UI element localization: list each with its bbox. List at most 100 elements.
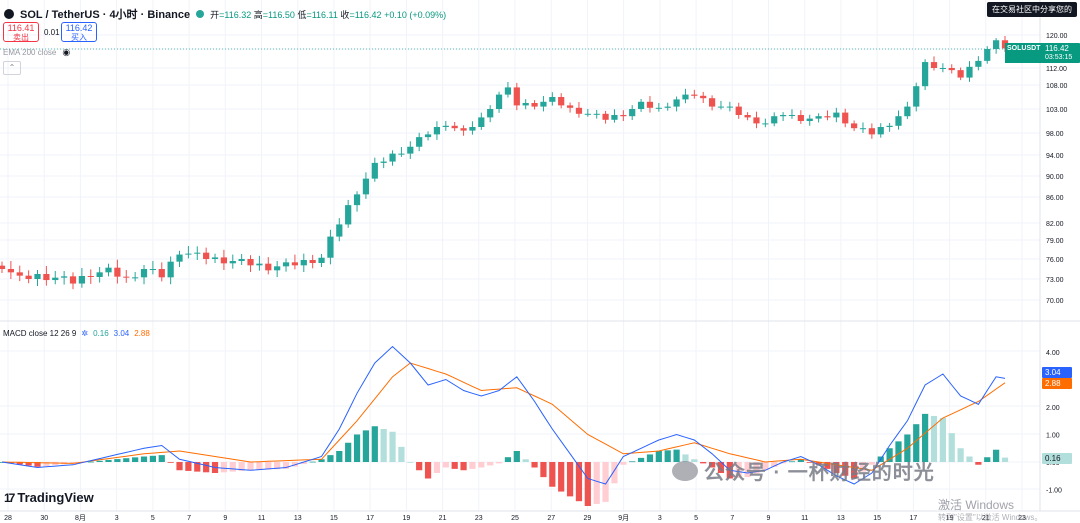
tradingview-logo[interactable]: 17 TradingView bbox=[4, 490, 94, 505]
histogram-bar bbox=[194, 462, 201, 472]
histogram-bar bbox=[495, 462, 503, 464]
price-tick-label: 73.00 bbox=[1046, 277, 1064, 284]
spread-value: 0.01 bbox=[44, 28, 60, 37]
macd-tick-label: 2.00 bbox=[1046, 405, 1060, 412]
macd-line bbox=[1, 345, 1006, 485]
candle-body bbox=[34, 274, 41, 279]
sell-button[interactable]: 116.41 卖出 bbox=[3, 22, 39, 42]
histogram-bar bbox=[229, 462, 236, 472]
histogram-bar bbox=[593, 462, 600, 504]
candle-body bbox=[265, 263, 272, 271]
signal-value: 2.88 bbox=[134, 329, 150, 338]
histogram-bar bbox=[185, 462, 192, 471]
histogram-bar bbox=[842, 462, 849, 476]
candle-body bbox=[717, 106, 725, 108]
candle-body bbox=[735, 106, 742, 115]
histogram-bar bbox=[558, 462, 565, 492]
histogram-bar bbox=[886, 448, 893, 462]
histogram-bar bbox=[460, 462, 467, 471]
candle-body bbox=[611, 115, 618, 120]
candle-body bbox=[132, 277, 139, 279]
low-value: =116.11 bbox=[306, 9, 338, 20]
histogram-bar bbox=[442, 462, 449, 468]
candle-body bbox=[495, 94, 503, 109]
histogram-bar bbox=[655, 451, 662, 462]
candle-body bbox=[247, 259, 254, 266]
price-tick-label: 79.00 bbox=[1046, 238, 1064, 245]
candle-body bbox=[43, 274, 50, 281]
share-community-button[interactable]: 在交易社区中分享您的 bbox=[987, 2, 1077, 17]
histogram-bar bbox=[629, 461, 636, 463]
macd-axis-tag: 3.04 bbox=[1042, 367, 1072, 378]
candle-body bbox=[922, 62, 929, 87]
candle-body bbox=[913, 86, 920, 107]
candle-body bbox=[629, 109, 636, 117]
symbol-title[interactable]: SOL / TetherUS · 4小时 · Binance bbox=[20, 9, 191, 21]
candle-body bbox=[815, 116, 822, 119]
sell-label: 卖出 bbox=[13, 33, 29, 42]
candle-body bbox=[389, 153, 396, 162]
histogram-bar bbox=[336, 451, 343, 462]
candle-body bbox=[0, 265, 6, 269]
candle-body bbox=[25, 275, 32, 279]
histogram-bar bbox=[424, 462, 432, 479]
candle-body bbox=[229, 261, 236, 264]
candle-body bbox=[398, 153, 405, 155]
last-price-label: SOLUSDT bbox=[1005, 43, 1045, 63]
price-tick-label: 90.00 bbox=[1046, 174, 1064, 181]
candle-body bbox=[274, 266, 281, 271]
sell-price: 116.41 bbox=[7, 23, 35, 33]
ema-label: EMA 200 close bbox=[3, 48, 57, 57]
time-tick-label: 5 bbox=[694, 515, 698, 521]
candle-body bbox=[762, 123, 769, 125]
price-tick-label: 76.00 bbox=[1046, 257, 1064, 264]
candle-body bbox=[52, 277, 59, 281]
open-value: =116.32 bbox=[219, 9, 252, 20]
histogram-bar bbox=[797, 459, 804, 462]
time-tick-label: 21 bbox=[982, 515, 990, 521]
candle-body bbox=[708, 98, 716, 107]
histogram-bar bbox=[717, 462, 725, 473]
candle-body bbox=[105, 267, 112, 273]
eye-icon[interactable]: ◉ bbox=[62, 47, 71, 57]
time-tick-label: 30 bbox=[40, 515, 48, 521]
histogram-bar bbox=[300, 462, 307, 465]
price-axis: 120.00116.00112.00108.00103.0098.0094.00… bbox=[1046, 33, 1068, 305]
price-tick-label: 82.00 bbox=[1046, 221, 1064, 228]
candle-body bbox=[682, 94, 689, 100]
histogram-bar bbox=[96, 460, 103, 462]
ema-legend[interactable]: EMA 200 close ◉ bbox=[3, 47, 70, 58]
candle-body bbox=[930, 62, 938, 68]
candle-body bbox=[620, 115, 627, 117]
candle-body bbox=[939, 68, 946, 69]
price-tick-label: 86.00 bbox=[1046, 195, 1064, 202]
histogram-bar bbox=[833, 462, 840, 473]
wechat-watermark: 公众号 · 一杯财经的时光 bbox=[672, 456, 935, 485]
time-tick-label: 17 bbox=[366, 515, 374, 521]
collapse-legend-button[interactable]: ⌃ bbox=[3, 61, 21, 75]
watermark-text: 公众号 · 一杯财经的时光 bbox=[704, 462, 935, 484]
time-tick-label: 5 bbox=[151, 515, 155, 521]
time-tick-label: 19 bbox=[946, 515, 954, 521]
macd-legend[interactable]: MACD close 12 26 9 ✲ 0.16 3.04 2.88 bbox=[3, 329, 150, 338]
histogram-bar bbox=[176, 462, 183, 471]
candle-body bbox=[788, 115, 796, 116]
histogram-bar bbox=[824, 462, 831, 469]
candle-body bbox=[824, 116, 831, 118]
histogram-bar bbox=[203, 462, 210, 473]
histogram-bar bbox=[389, 431, 396, 462]
price-tick-label: 98.00 bbox=[1046, 131, 1064, 138]
candle-body bbox=[140, 269, 148, 278]
histogram-bar bbox=[948, 433, 955, 462]
time-tick-label: 11 bbox=[801, 515, 808, 521]
candle-body bbox=[771, 116, 778, 124]
time-tick-label: 11 bbox=[258, 515, 265, 521]
candle-body bbox=[61, 276, 68, 278]
candle-body bbox=[779, 115, 787, 117]
buy-button[interactable]: 116.42 买入 bbox=[61, 22, 97, 42]
settings-icon[interactable]: ✲ bbox=[81, 329, 89, 338]
candle-body bbox=[416, 137, 423, 147]
candle-body bbox=[993, 40, 1000, 49]
histogram-bar bbox=[282, 462, 290, 469]
